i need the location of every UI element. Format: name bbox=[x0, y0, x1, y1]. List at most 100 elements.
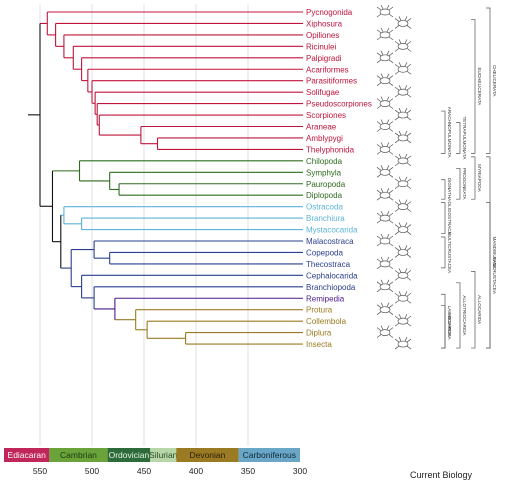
clade-bracket bbox=[441, 293, 446, 349]
creature-legs bbox=[376, 73, 394, 86]
creature-body bbox=[379, 146, 391, 153]
creature-body bbox=[379, 54, 391, 62]
taxon-label: Pseudoscorpiones bbox=[306, 100, 372, 109]
creature-body bbox=[379, 77, 391, 85]
creature-legs bbox=[376, 142, 394, 155]
creature-body bbox=[379, 8, 391, 16]
creature-body bbox=[379, 329, 391, 336]
creature-legs bbox=[376, 302, 394, 315]
taxon-label: Malacostraca bbox=[306, 237, 354, 246]
taxon-label: Araneae bbox=[306, 123, 337, 132]
creature-body bbox=[397, 203, 409, 210]
creature-body bbox=[397, 20, 409, 27]
period-label: Ordovician bbox=[109, 450, 150, 460]
taxon-illustrations bbox=[376, 4, 412, 350]
creature-icon bbox=[394, 176, 412, 190]
creature-body bbox=[379, 191, 391, 199]
clade-label: ALLOCARIDA bbox=[477, 295, 482, 325]
creature-legs bbox=[376, 279, 394, 293]
creature-icon bbox=[394, 268, 412, 281]
creature-legs bbox=[376, 96, 394, 109]
clade-label: HEXAPODA bbox=[447, 314, 452, 340]
creature-icon bbox=[376, 325, 394, 338]
creature-body bbox=[397, 180, 409, 188]
creature-legs bbox=[376, 210, 394, 224]
creature-icon bbox=[394, 16, 412, 29]
taxon-labels: Pycnogonida Xiphosura Opiliones Ricinulei Pa… bbox=[306, 8, 372, 349]
clade-bracket bbox=[456, 167, 461, 200]
clade-bracket bbox=[486, 202, 491, 349]
taxon-label: Thelyphonida bbox=[306, 145, 355, 154]
clade-label: OLIGOSTRACA bbox=[447, 202, 452, 236]
taxon-label: Branchiura bbox=[306, 214, 345, 223]
creature-icon bbox=[394, 245, 412, 258]
creature-icon bbox=[376, 210, 394, 224]
tick-label: 500 bbox=[85, 466, 99, 476]
creature-legs bbox=[376, 119, 394, 132]
creature-icon bbox=[394, 336, 412, 350]
creature-icon bbox=[376, 4, 394, 18]
creature-body bbox=[379, 100, 391, 107]
creature-body bbox=[397, 42, 409, 50]
creature-icon bbox=[394, 291, 412, 304]
taxon-label: Ricinulei bbox=[306, 42, 336, 51]
clade-label: ARACHNOPULMONATA bbox=[447, 107, 452, 159]
creature-body bbox=[397, 340, 409, 348]
clade-bracket bbox=[486, 7, 491, 154]
creature-icon bbox=[376, 50, 394, 64]
tick-label: 300 bbox=[293, 466, 307, 476]
taxon-label: Palpigradi bbox=[306, 54, 342, 63]
creature-legs bbox=[394, 176, 412, 190]
taxon-label: Diplura bbox=[306, 329, 332, 338]
taxon-label: Xiphosura bbox=[306, 19, 343, 28]
creature-icon bbox=[376, 188, 394, 201]
clade-bracket bbox=[441, 236, 446, 269]
creature-body bbox=[379, 237, 391, 245]
period-band bbox=[49, 448, 108, 462]
creature-icon bbox=[394, 84, 412, 98]
clade-bracket bbox=[486, 156, 491, 349]
taxon-label: Amblypygi bbox=[306, 134, 343, 143]
taxon-label: Protura bbox=[306, 306, 333, 315]
creature-icon bbox=[394, 153, 412, 167]
creature-body bbox=[397, 317, 409, 325]
period-label: Carboniferous bbox=[243, 450, 296, 460]
creature-body bbox=[397, 65, 409, 73]
time-axis: 550 500 450 400 350 300 bbox=[33, 466, 307, 476]
creature-icon bbox=[376, 233, 394, 247]
taxon-label: Diplopoda bbox=[306, 191, 343, 200]
creature-icon bbox=[394, 107, 412, 121]
creature-legs bbox=[394, 130, 412, 144]
creature-icon bbox=[376, 142, 394, 155]
creature-body bbox=[397, 272, 409, 279]
creature-legs bbox=[394, 39, 412, 52]
clade-label: EUCHELICERATA bbox=[477, 67, 482, 106]
clade-label: MULTICRUSTACEA bbox=[447, 232, 452, 274]
period-label: Devonian bbox=[189, 450, 225, 460]
creature-legs bbox=[394, 313, 412, 327]
period-label: Ediacaran bbox=[8, 450, 47, 460]
creature-body bbox=[379, 214, 391, 222]
creature-body bbox=[397, 294, 409, 302]
clade-bracket bbox=[471, 156, 476, 200]
clade-label: DIGNATHA bbox=[447, 178, 452, 202]
creature-icon bbox=[376, 256, 394, 270]
taxon-label: Collembola bbox=[306, 317, 347, 326]
tree-branches bbox=[28, 11, 303, 345]
creature-icon bbox=[394, 130, 412, 144]
taxon-label: Acariformes bbox=[306, 65, 349, 74]
taxon-label: Solifugae bbox=[306, 88, 340, 97]
creature-icon bbox=[394, 222, 412, 235]
creature-body bbox=[379, 306, 391, 314]
clade-label: ALLOTRIOCARIDA bbox=[462, 295, 467, 336]
taxon-label: Thecostraca bbox=[306, 260, 351, 269]
creature-legs bbox=[394, 245, 412, 258]
taxon-label: Insecta bbox=[306, 340, 332, 349]
creature-icon bbox=[376, 96, 394, 109]
taxon-label: Ostracoda bbox=[306, 203, 343, 212]
creature-legs bbox=[376, 50, 394, 64]
taxon-label: Parasitiformes bbox=[306, 77, 357, 86]
taxon-label: Scorpiones bbox=[306, 111, 346, 120]
creature-legs bbox=[394, 268, 412, 281]
tick-label: 550 bbox=[33, 466, 47, 476]
